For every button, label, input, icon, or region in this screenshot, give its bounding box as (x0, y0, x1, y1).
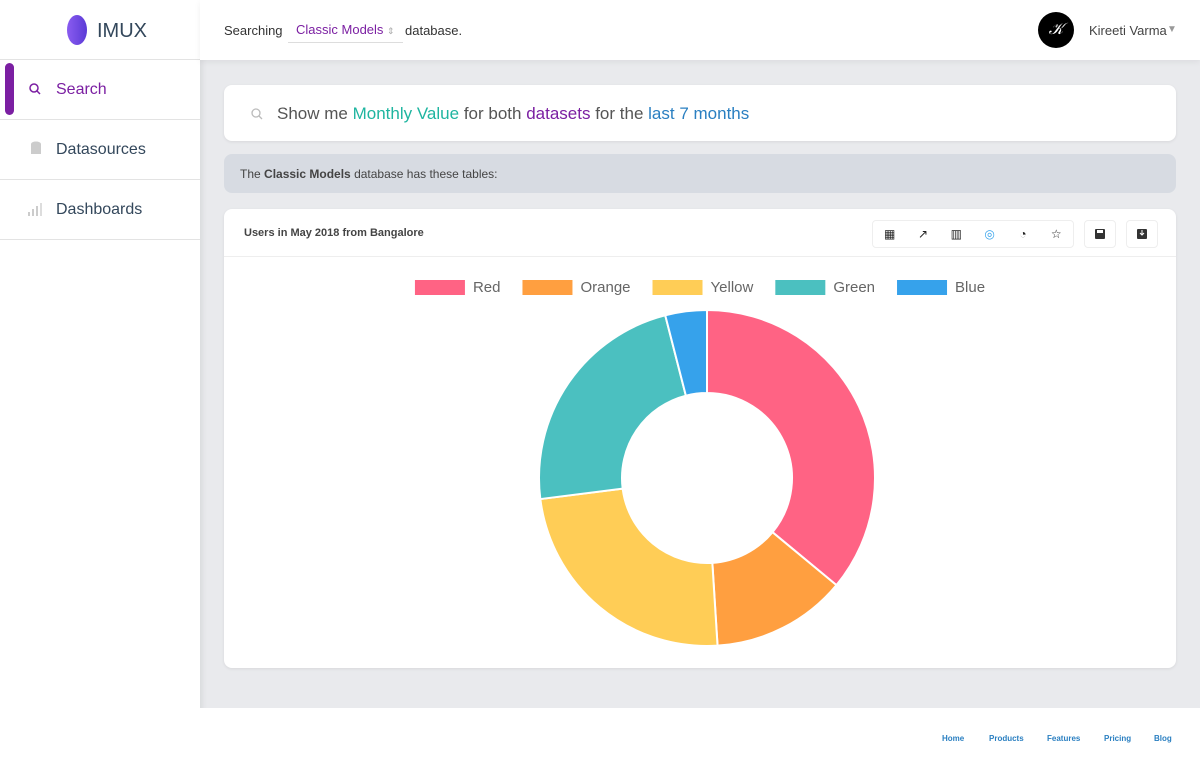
footer-link[interactable]: Blog (1154, 734, 1172, 743)
legend-swatch (522, 280, 573, 295)
query-text: Show me (277, 104, 348, 123)
nav-label: Datasources (56, 140, 146, 158)
query-token[interactable]: Monthly Value (352, 104, 460, 123)
query-token[interactable]: datasets (526, 104, 591, 123)
pie-icon[interactable]: ◔ (1019, 227, 1027, 241)
info-bar: The Classic Models database has these ta… (224, 154, 1176, 193)
user-name[interactable]: Kireeti Varma (1089, 23, 1167, 38)
footer-link[interactable]: Home (942, 734, 965, 743)
legend-label: Orange (580, 279, 630, 296)
logo (67, 15, 87, 45)
bar-icon[interactable]: ▥ (950, 227, 962, 241)
doughnut-segment (706, 308, 876, 587)
download-button[interactable] (1126, 220, 1158, 248)
label: Searching (224, 23, 283, 38)
legend-label: Blue (955, 279, 985, 296)
footer-link[interactable]: Features (1047, 734, 1081, 743)
footer: Home Products Features Pricing Blog (200, 708, 1200, 768)
legend-swatch (414, 280, 465, 295)
nav-item[interactable]: Search (0, 60, 200, 120)
info-db: Classic Models (264, 167, 351, 181)
card-title: Users in May 2018 from Bangalore (244, 227, 424, 239)
legend-item[interactable]: Orange (522, 279, 631, 296)
doughnut-segment (538, 314, 688, 501)
nav-label: Search (56, 80, 107, 98)
nav-label: Dashboards (56, 200, 143, 218)
radar-icon[interactable]: ☆ (1050, 227, 1062, 241)
doughnut-icon[interactable]: ◎ (984, 227, 995, 241)
legend-item[interactable]: Blue (897, 279, 985, 296)
line-icon[interactable]: ↗ (917, 227, 929, 241)
chart-toolbar: ▦ ↗ ▥ ◎ ◔ ☆ (872, 220, 1074, 248)
legend-swatch (652, 280, 703, 295)
legend-item[interactable]: Yellow (652, 279, 754, 296)
db-select[interactable]: Classic Models ⇕ (288, 17, 403, 43)
legend-item[interactable]: Red (414, 279, 501, 296)
topbar: Searching Classic Models ⇕ database. 𝒦 K… (200, 0, 1200, 60)
legend-label: Yellow (711, 279, 754, 296)
db-name: Classic Models (296, 22, 384, 37)
sidebar: IMUX Search Datasources Dashboards (0, 0, 200, 768)
nav-item[interactable]: Dashboards (0, 180, 200, 240)
info-text: The (240, 167, 261, 181)
chart-card: Users in May 2018 from Bangalore ▦ ↗ ▥ ◎ ◔ ☆ … (224, 209, 1176, 668)
avatar[interactable]: 𝒦 (1038, 12, 1074, 48)
info-text: database has these tables: (354, 167, 498, 181)
chart: Red Orange Yellow Green Blue (414, 279, 985, 647)
doughnut-segment (664, 308, 708, 397)
save-button[interactable] (1084, 220, 1116, 248)
legend-label: Red (473, 279, 501, 296)
legend-item[interactable]: Green (775, 279, 875, 296)
footer-link[interactable]: Pricing (1104, 734, 1132, 743)
label: database. (405, 23, 463, 38)
footer-link[interactable]: Products (989, 734, 1024, 743)
brand: IMUX (97, 20, 147, 42)
query-token[interactable]: last 7 months (648, 104, 750, 123)
legend-swatch (775, 280, 826, 295)
nav-item[interactable]: Datasources (0, 120, 200, 180)
query-text: for the (595, 104, 644, 123)
table-icon[interactable]: ▦ (883, 227, 896, 241)
legend-swatch (897, 280, 948, 295)
query-box[interactable]: Show me Monthly Value for both datasets … (224, 85, 1176, 141)
legend-label: Green (833, 279, 875, 296)
doughnut-segment (539, 487, 719, 647)
query-text: for both (463, 104, 522, 123)
caret: ▼ (1167, 24, 1177, 35)
